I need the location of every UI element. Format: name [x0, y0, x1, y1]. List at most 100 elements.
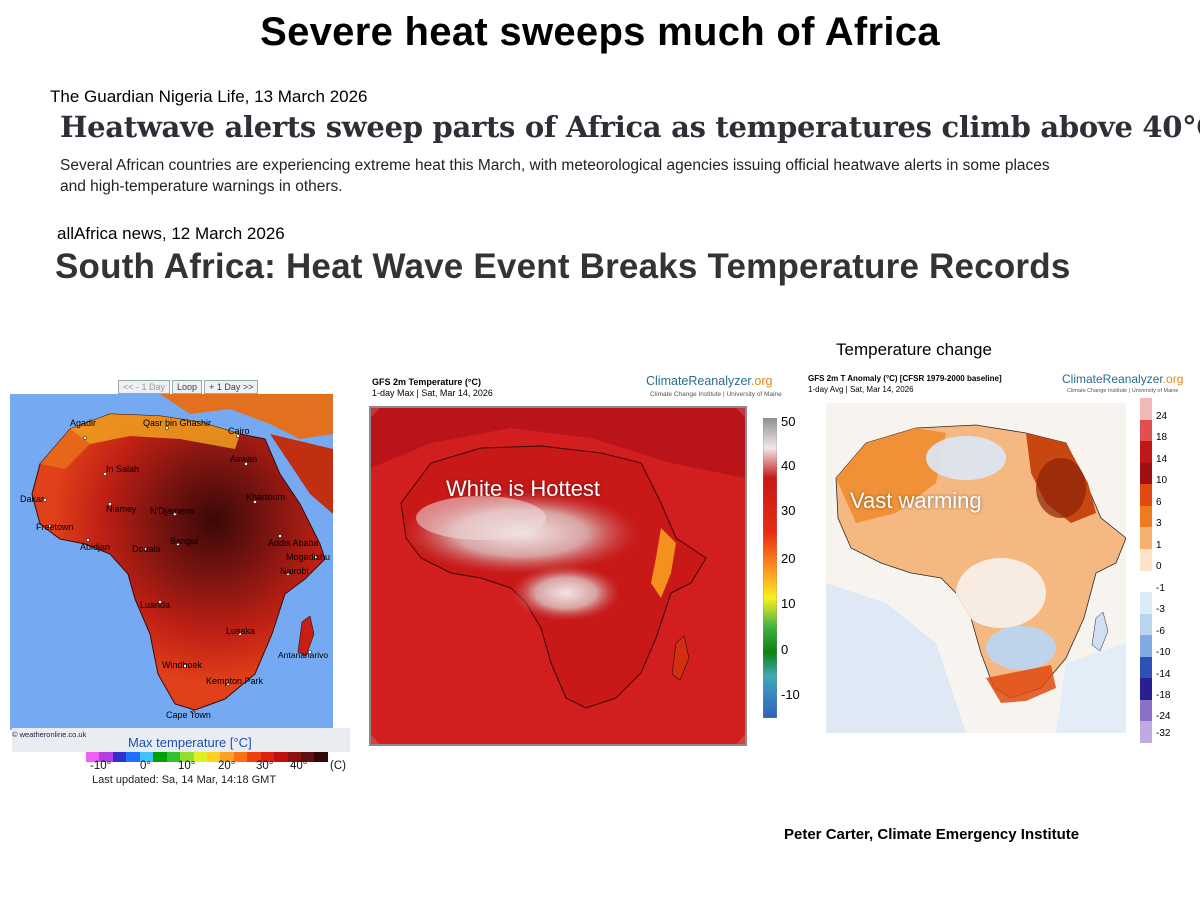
scale-color-swatch — [1140, 462, 1152, 485]
africa-map-right — [826, 403, 1126, 733]
scale-color-swatch — [1140, 419, 1152, 442]
city-label: Aswan — [230, 454, 258, 464]
city-label: N'Djamena — [150, 506, 195, 516]
scale-tick: -18 — [1156, 690, 1171, 701]
climate-reanalyzer-logo[interactable]: ClimateReanalyzer.org — [646, 374, 772, 388]
legend-tick: 30° — [256, 760, 274, 772]
legend-color-swatch — [153, 752, 167, 762]
article-headline[interactable]: Heatwave alerts sweep parts of Africa as… — [60, 110, 1200, 144]
scale-tick: 10 — [1156, 475, 1168, 486]
scale-color-swatch — [1140, 441, 1152, 463]
legend-color-swatch — [180, 752, 194, 762]
map-subtitle: 1-day Avg | Sat, Mar 14, 2026 — [808, 385, 914, 394]
main-title: Severe heat sweeps much of Africa — [260, 10, 940, 54]
africa-map-middle — [371, 408, 745, 744]
temperature-color-scale — [86, 752, 328, 762]
scale-tick: -14 — [1156, 669, 1171, 680]
scale-tick: 20 — [781, 551, 796, 566]
temperature-color-scale — [763, 418, 777, 718]
scale-tick: 24 — [1156, 411, 1168, 422]
city-label: Nairobi — [280, 566, 309, 576]
annotation-white-is-hottest: White is Hottest — [446, 476, 601, 501]
city-label: Freetown — [36, 522, 74, 532]
legend-tick: 20° — [218, 760, 236, 772]
scale-color-swatch — [1140, 570, 1152, 593]
climate-reanalyzer-logo[interactable]: ClimateReanalyzer.org — [1062, 372, 1183, 386]
scale-tick: 6 — [1156, 497, 1162, 508]
legend-color-swatch — [260, 752, 275, 762]
city-label: Agadir — [70, 418, 97, 428]
legend-color-swatch — [314, 752, 328, 762]
legend-tick: (C) — [330, 760, 346, 772]
legend-color-swatch — [220, 752, 234, 762]
scale-tick: 50 — [781, 414, 796, 429]
scale-tick: -24 — [1156, 711, 1171, 722]
previous-day-button[interactable]: << - 1 Day — [118, 380, 171, 394]
scale-tick: -10 — [781, 687, 800, 702]
max-temperature-map: Agadir Qasr bin Ghashir Cairo In Salah A… — [10, 394, 333, 730]
city-label: In Salah — [106, 464, 140, 474]
city-label: Bangui — [170, 536, 199, 546]
legend-tick: 10° — [178, 760, 196, 772]
scale-tick: -6 — [1156, 626, 1165, 637]
scale-tick: 3 — [1156, 518, 1162, 529]
last-updated: Last updated: Sa, 14 Mar, 14:18 GMT — [92, 774, 277, 786]
legend-tick: 0° — [140, 760, 151, 772]
legend-color-swatch — [287, 752, 301, 762]
legend-color-swatch — [206, 752, 221, 762]
legend-color-swatch — [99, 752, 113, 762]
scale-tick: 10 — [781, 596, 796, 611]
city-label: Mogadishu — [286, 552, 331, 562]
city-label: Niamey — [106, 504, 137, 514]
legend-background — [12, 728, 350, 752]
legend-color-swatch — [139, 752, 154, 762]
city-label: Cape Town — [166, 710, 211, 720]
scale-color-swatch — [1140, 548, 1152, 571]
city-label: Khartoum — [246, 492, 286, 502]
logo-text: ClimateReanalyzer — [646, 374, 751, 388]
scale-tick: 0 — [781, 642, 789, 657]
scale-color-swatch — [1140, 678, 1152, 700]
scale-color-swatch — [1140, 699, 1152, 722]
article-source: The Guardian Nigeria Life, 13 March 2026 — [50, 87, 368, 106]
logo-suffix: .org — [1162, 372, 1184, 386]
legend-title: Max temperature [°C] — [128, 735, 252, 750]
scale-tick: -10 — [1156, 647, 1171, 658]
scale-color-swatch — [1140, 613, 1152, 636]
scale-color-swatch — [1140, 505, 1152, 528]
city-label: Cairo — [228, 426, 250, 436]
city-label: Antananarivo — [278, 650, 329, 660]
logo-subtitle: Climate Change Institute | University of… — [1067, 388, 1179, 394]
legend-color-swatch — [301, 752, 315, 762]
legend-color-swatch — [274, 752, 288, 762]
scale-color-swatch — [1140, 656, 1152, 679]
logo-subtitle: Climate Change Institute | University of… — [650, 391, 782, 398]
article-summary: Several African countries are experienci… — [60, 157, 1050, 195]
scale-tick: 0 — [1156, 561, 1162, 572]
city-label: Luanda — [140, 600, 171, 610]
scale-color-swatch — [1140, 721, 1152, 743]
scale-color-swatch — [1140, 527, 1152, 549]
scale-color-swatch — [1140, 592, 1152, 614]
scale-tick: 40 — [781, 458, 796, 473]
annotation-vast-warming: Vast warming — [850, 488, 982, 513]
scale-color-swatch — [1140, 635, 1152, 657]
legend-color-swatch — [193, 752, 207, 762]
scale-color-swatch — [1140, 398, 1152, 420]
legend-color-swatch — [126, 752, 140, 762]
next-day-button[interactable]: + 1 Day >> — [204, 380, 259, 394]
source-credit[interactable]: © weatheronline.co.uk — [12, 730, 87, 739]
loop-button[interactable]: Loop — [172, 380, 203, 394]
city-label: Kempton Park — [206, 676, 264, 686]
scale-color-swatch — [1140, 484, 1152, 506]
city-label: Windhoek — [162, 660, 203, 670]
gfs-max-temperature-map: White is Hottest — [369, 406, 747, 746]
map-subtitle: 1-day Max | Sat, Mar 14, 2026 — [372, 388, 493, 398]
gfs-temperature-anomaly-map: Vast warming — [826, 403, 1126, 733]
city-label: Douala — [132, 544, 161, 554]
article-headline[interactable]: South Africa: Heat Wave Event Breaks Tem… — [55, 247, 1071, 286]
article-source: allAfrica news, 12 March 2026 — [57, 224, 285, 243]
scale-tick: 30 — [781, 503, 796, 518]
scale-tick: -1 — [1156, 583, 1165, 594]
scale-tick: 14 — [1156, 454, 1168, 465]
